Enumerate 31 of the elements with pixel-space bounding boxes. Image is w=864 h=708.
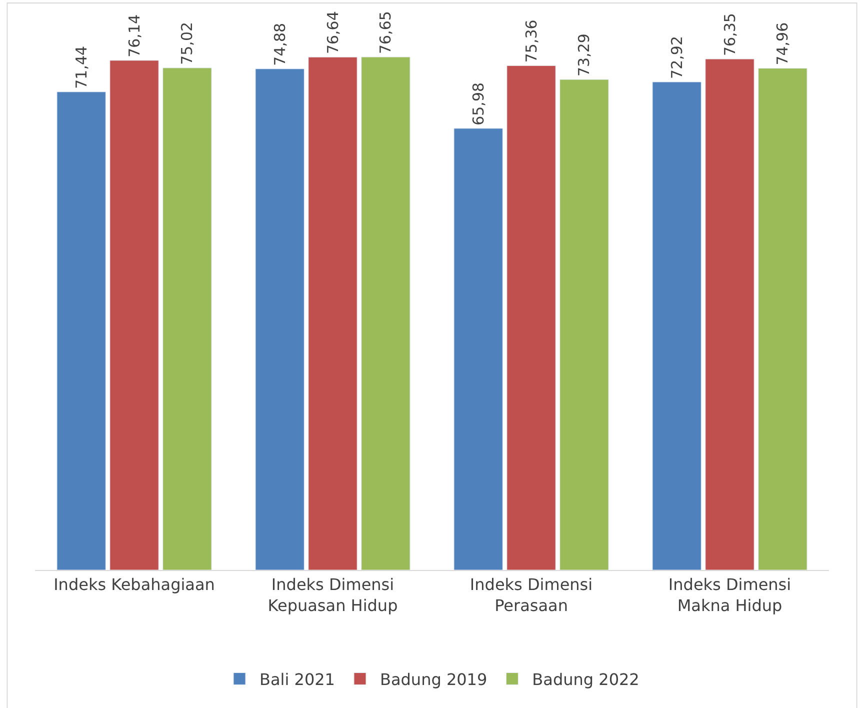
bar	[308, 56, 358, 570]
x-tick-label: Indeks Dimensi Perasaan	[470, 575, 593, 615]
data-label: 73,29	[575, 34, 594, 76]
legend-label: Badung 2022	[532, 670, 640, 689]
bar	[454, 128, 503, 570]
data-label: 65,98	[469, 82, 488, 126]
data-label: 76,64	[324, 11, 342, 54]
bar	[758, 68, 808, 570]
bar	[361, 56, 410, 570]
x-tick-label: Indeks Kebahagiaan	[54, 575, 215, 594]
data-label: 72,92	[668, 36, 686, 79]
data-label: 74,96	[774, 22, 792, 66]
data-label: 71,44	[72, 46, 90, 89]
legend-label: Badung 2019	[380, 670, 488, 689]
legend-label: Bali 2021	[260, 670, 335, 689]
bar	[560, 79, 609, 570]
data-label: 76,65	[376, 11, 395, 54]
data-label: 76,35	[720, 13, 739, 56]
bar	[652, 82, 702, 570]
x-tick-label: Indeks Dimensi Kepuasan Hidup	[268, 575, 398, 615]
bar	[162, 68, 212, 570]
bar	[56, 92, 106, 570]
bar	[110, 60, 159, 570]
data-label: 74,88	[270, 22, 289, 66]
data-label: 75,02	[178, 22, 196, 65]
data-label: 76,14	[125, 14, 144, 58]
bar	[255, 68, 304, 570]
bar	[506, 65, 556, 570]
x-tick-label: Indeks Dimensi Makna Hidup	[668, 575, 792, 615]
data-label: 75,36	[522, 20, 540, 63]
bar	[705, 58, 754, 570]
